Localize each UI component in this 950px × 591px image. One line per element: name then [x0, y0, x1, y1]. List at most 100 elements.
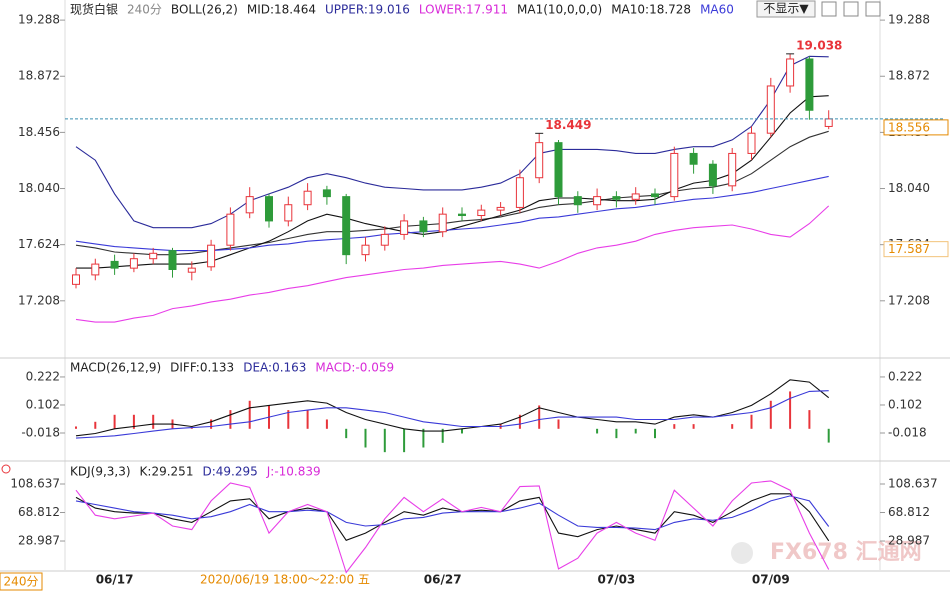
candle-body — [458, 213, 466, 217]
candle-body — [824, 118, 833, 127]
candle-body — [612, 196, 621, 200]
candle-body — [708, 163, 717, 187]
y-tick-label: 18.872 — [888, 69, 930, 83]
cursor-label: 2020/06/19 18:00～22:00 五 — [200, 573, 370, 587]
candle-body — [593, 196, 602, 206]
x-tick-label: 07/03 — [598, 573, 636, 587]
legend-item: MA60 — [700, 3, 734, 17]
candle-body — [303, 190, 312, 206]
candle-body — [438, 213, 447, 233]
y-tick-label: 108.637 — [10, 477, 60, 491]
legend-item: 现货白银 — [70, 2, 118, 17]
candle-body — [670, 152, 679, 198]
side-label: 17.587 — [888, 242, 930, 256]
candle-body — [149, 252, 158, 260]
legend-item: J:-10.839 — [266, 465, 321, 479]
period-box[interactable] — [0, 572, 43, 591]
legend-item: D:49.295 — [202, 465, 257, 479]
legend-item: K:29.251 — [140, 465, 194, 479]
legend-item: LOWER:17.911 — [419, 3, 508, 17]
legend-item: MA1(10,0,0,0) — [517, 3, 602, 17]
indicator-line — [75, 390, 829, 439]
y-tick-label: 17.208 — [888, 293, 930, 307]
legend-item: UPPER:19.016 — [325, 3, 410, 17]
indicator-line — [75, 480, 830, 574]
indicator-line — [75, 130, 829, 256]
high-label: 19.038 — [796, 38, 842, 52]
candle-body — [496, 206, 505, 211]
candle-body — [245, 196, 254, 214]
candle-body — [766, 85, 775, 134]
legend-item: MACD(26,12,9) — [70, 361, 161, 375]
indicator-line — [75, 205, 830, 323]
indicator-line — [75, 175, 829, 252]
legend-item: DEA:0.163 — [243, 361, 306, 375]
indicator-line — [75, 495, 830, 531]
candle-body — [554, 142, 563, 198]
candle-body — [573, 196, 582, 206]
candle-body — [515, 177, 524, 208]
hide-button[interactable] — [756, 0, 816, 18]
y-tick-label: -0.018 — [888, 426, 927, 440]
period-label[interactable]: 240分 — [4, 575, 39, 589]
y-tick-label: 0.222 — [888, 369, 922, 383]
y-tick-label: 19.288 — [888, 13, 930, 27]
y-tick-label: 0.102 — [888, 397, 922, 411]
candle-body — [631, 193, 640, 200]
x-tick-label: 06/17 — [96, 573, 134, 587]
candle-body — [361, 244, 370, 256]
candle-body — [689, 152, 698, 165]
legend-item: KDJ(9,3,3) — [70, 465, 131, 479]
candle-body — [535, 142, 544, 179]
candle-body — [91, 263, 100, 276]
side-label-box — [883, 241, 949, 258]
hide-button-label[interactable]: 不显示▼ — [763, 2, 809, 16]
candle-body — [400, 220, 409, 235]
toolbar-icon[interactable] — [865, 1, 881, 17]
candle-body — [226, 213, 235, 246]
candle-body — [786, 58, 795, 87]
y-tick-label: 19.288 — [18, 13, 60, 27]
legend-item: MA10:18.728 — [611, 3, 691, 17]
y-tick-label: 108.637 — [888, 477, 938, 491]
indicator-icon — [1, 464, 11, 474]
indicator-line — [76, 95, 829, 269]
candle-body — [72, 274, 80, 285]
candle-body — [651, 193, 659, 198]
y-tick-label: 17.208 — [18, 293, 60, 307]
legend-item: DIFF:0.133 — [170, 361, 234, 375]
toolbar-icon[interactable] — [843, 1, 859, 17]
candle-body — [728, 152, 737, 187]
toolbar-icon[interactable] — [821, 1, 837, 17]
x-tick-label: 06/27 — [424, 573, 462, 587]
last-price-box — [883, 119, 949, 136]
y-tick-label: 17.624 — [18, 237, 60, 251]
y-tick-label: 0.222 — [26, 369, 60, 383]
legend-item: MID:18.464 — [247, 3, 316, 17]
candle-body — [265, 196, 273, 222]
y-tick-label: -0.018 — [21, 426, 60, 440]
indicator-line — [75, 55, 829, 229]
candle-body — [322, 189, 331, 198]
indicator-line — [75, 379, 830, 437]
y-tick-label: 68.812 — [18, 505, 60, 519]
y-tick-label: 18.040 — [888, 181, 930, 195]
candle-body — [129, 258, 138, 269]
candle-body — [207, 244, 216, 268]
candle-body — [342, 196, 351, 256]
candle-body — [419, 220, 428, 233]
watermark: FX678 汇通网 — [770, 540, 922, 565]
candle-body — [747, 132, 756, 154]
legend-item: BOLL(26,2) — [171, 3, 238, 17]
legend-item: 240分 — [127, 3, 162, 17]
x-tick-label: 07/09 — [752, 573, 790, 587]
candle-body — [380, 233, 389, 246]
watermark-logo — [731, 542, 753, 564]
y-tick-label: 18.040 — [18, 181, 60, 195]
legend-item: MACD:-0.059 — [315, 361, 394, 375]
last-price-label: 18.556 — [888, 120, 930, 134]
candle-body — [284, 204, 293, 222]
y-tick-label: 0.102 — [26, 397, 60, 411]
candle-body — [168, 250, 177, 270]
